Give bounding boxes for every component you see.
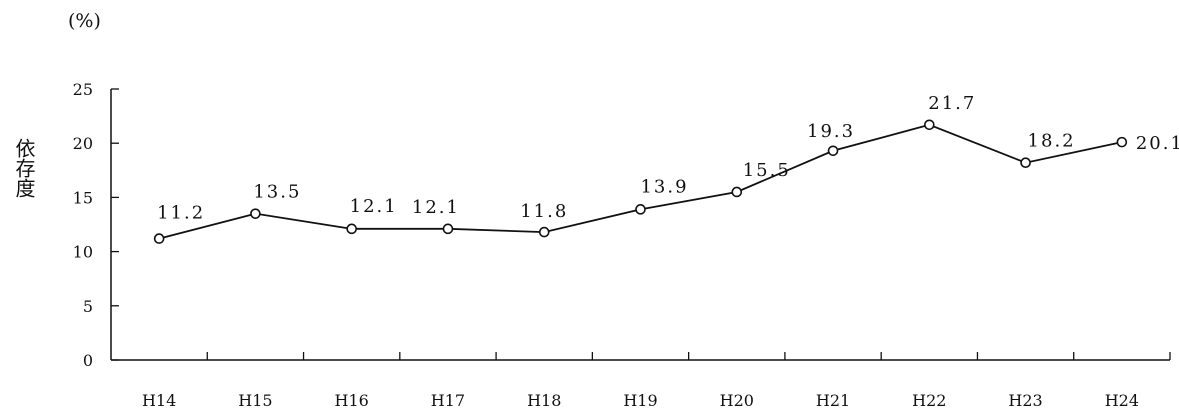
data-point: [442, 223, 454, 235]
data-point: [731, 186, 743, 198]
series: [153, 119, 1128, 244]
data-label: 12.1: [350, 196, 398, 217]
data-label: 18.2: [1028, 131, 1076, 152]
x-tick-label: H17: [431, 391, 465, 410]
data-label: 11.8: [520, 201, 568, 222]
data-label: 21.7: [928, 93, 976, 114]
y-tick-label: 15: [73, 188, 93, 207]
y-axis-label: 依存度: [12, 138, 36, 198]
axes: [110, 89, 1170, 361]
data-labels: 11.2 13.5 12.1 12.1 11.8 13.9 15.5 19.3 21.7 18.2…: [157, 93, 1179, 224]
data-point: [538, 226, 550, 238]
x-tick-label: H22: [912, 391, 946, 410]
y-tick-label: 0: [83, 351, 93, 370]
data-point: [346, 223, 357, 235]
data-label: 20.1: [1136, 133, 1179, 154]
data-point: [635, 204, 646, 215]
y-tick-label: 10: [73, 243, 93, 262]
x-tick-label: H24: [1105, 391, 1139, 410]
data-point: [827, 145, 839, 157]
y-tick-label: 20: [73, 134, 93, 153]
data-point: [924, 119, 935, 131]
data-point: [1116, 136, 1128, 148]
y-tick-label: 25: [73, 80, 93, 99]
x-tick-label: H21: [816, 391, 850, 410]
y-tick-label: 5: [83, 297, 93, 316]
x-tick-label: H20: [720, 391, 754, 410]
data-label: 11.2: [157, 203, 205, 224]
x-ticks: H14 H15 H16 H17 H18 H19 H20 H21 H22 H23 H24: [142, 352, 1171, 410]
x-tick-label: H23: [1008, 391, 1042, 410]
data-point: [153, 233, 165, 244]
x-tick-label: H15: [238, 391, 272, 410]
x-tick-label: H18: [527, 391, 561, 410]
data-label: 13.9: [640, 176, 688, 197]
data-point: [1020, 157, 1031, 169]
data-label: 15.5: [743, 160, 791, 181]
data-label: 12.1: [412, 197, 460, 218]
data-point: [250, 208, 261, 219]
y-unit-label: (%): [68, 10, 101, 32]
x-tick-label: H14: [142, 391, 176, 410]
data-label: 19.3: [807, 121, 855, 142]
x-tick-label: H19: [623, 391, 657, 410]
y-ticks: 0 5 10 15 20 25: [73, 80, 119, 370]
data-label: 13.5: [253, 182, 301, 203]
x-tick-label: H16: [335, 391, 369, 410]
